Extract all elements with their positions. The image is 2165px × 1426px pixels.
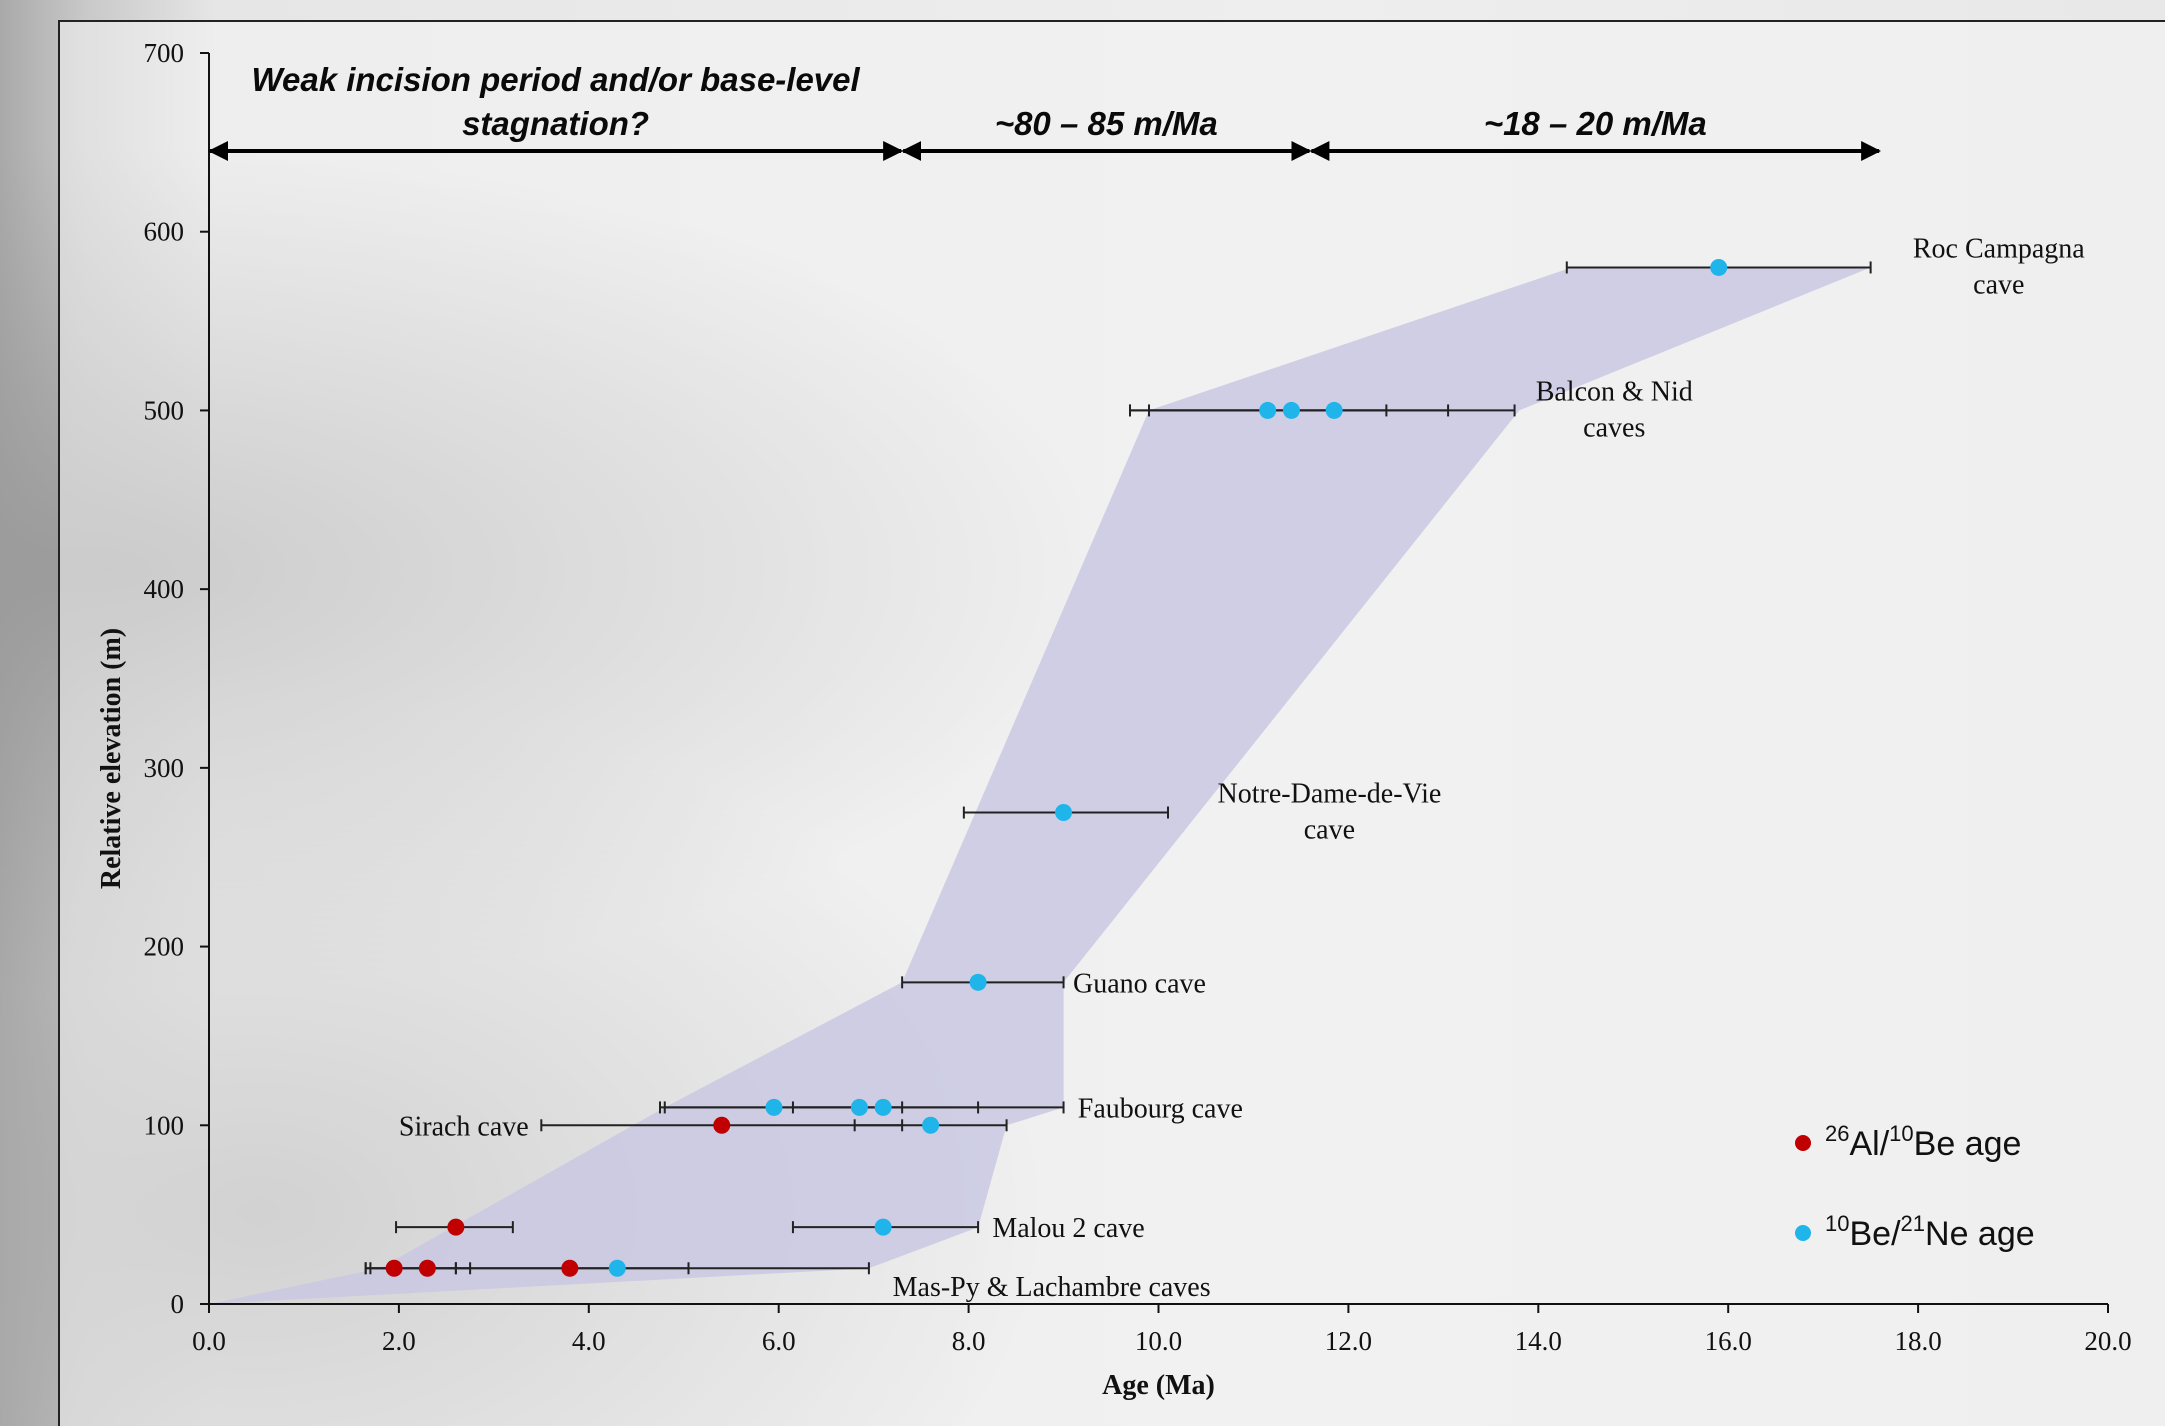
period-label: stagnation?	[462, 105, 649, 142]
data-point	[561, 1259, 579, 1277]
data-point	[1710, 258, 1728, 276]
period-label: Weak incision period and/or base-level	[251, 61, 860, 98]
period-label: ~80 – 85 m/Ma	[995, 105, 1218, 142]
legend-label: 26Al/10Be age	[1825, 1121, 2021, 1163]
cave-label: Mas-Py & Lachambre caves	[893, 1272, 1211, 1303]
cave-label: Malou 2 cave	[992, 1213, 1144, 1244]
cave-label: Notre-Dame-de-Vie	[1218, 779, 1442, 810]
data-point	[447, 1218, 465, 1236]
uncertainty-envelope	[209, 267, 1871, 1304]
data-point	[418, 1259, 436, 1277]
data-point	[969, 973, 987, 991]
data-point	[1259, 401, 1277, 419]
data-point	[874, 1098, 892, 1116]
data-point	[1325, 401, 1343, 419]
legend-marker	[1795, 1135, 1811, 1151]
x-tick-label: 8.0	[952, 1326, 986, 1356]
x-tick-label: 10.0	[1135, 1326, 1182, 1356]
cave-label: Roc Campagna	[1913, 233, 2085, 264]
y-tick-label: 600	[144, 217, 185, 247]
x-tick-label: 12.0	[1325, 1326, 1372, 1356]
cave-label: cave	[1973, 269, 2024, 300]
cave-label: Sirach cave	[399, 1111, 529, 1142]
x-tick-label: 18.0	[1894, 1326, 1941, 1356]
data-point	[608, 1259, 626, 1277]
data-point	[874, 1218, 892, 1236]
cave-label: cave	[1304, 815, 1355, 846]
x-tick-label: 2.0	[382, 1326, 416, 1356]
data-point	[1055, 804, 1073, 822]
data-point	[385, 1259, 403, 1277]
x-tick-label: 14.0	[1515, 1326, 1562, 1356]
x-tick-label: 16.0	[1705, 1326, 1752, 1356]
y-axis-title: Relative elevation (m)	[96, 628, 127, 889]
y-tick-label: 500	[144, 395, 185, 425]
cave-label: Guano cave	[1073, 968, 1206, 999]
period-label: ~18 – 20 m/Ma	[1484, 105, 1707, 142]
legend-label: 10Be/21Ne age	[1825, 1211, 2035, 1253]
x-tick-label: 0.0	[192, 1326, 226, 1356]
cave-label: Balcon & Nid	[1536, 376, 1693, 407]
cave-label: Faubourg cave	[1078, 1093, 1243, 1124]
data-point	[765, 1098, 783, 1116]
data-point	[713, 1116, 731, 1134]
y-tick-label: 0	[171, 1289, 185, 1319]
y-tick-label: 200	[144, 932, 185, 962]
x-tick-label: 6.0	[762, 1326, 796, 1356]
x-tick-label: 20.0	[2084, 1326, 2131, 1356]
y-tick-label: 300	[144, 753, 185, 783]
legend-marker	[1795, 1225, 1811, 1241]
x-axis-title: Age (Ma)	[1102, 1370, 1215, 1401]
data-point	[850, 1098, 868, 1116]
y-tick-label: 400	[144, 574, 185, 604]
cave-label: caves	[1583, 412, 1645, 443]
data-point	[922, 1116, 940, 1134]
data-point	[1282, 401, 1300, 419]
y-tick-label: 100	[144, 1110, 185, 1140]
y-tick-label: 700	[144, 38, 185, 68]
x-tick-label: 4.0	[572, 1326, 606, 1356]
